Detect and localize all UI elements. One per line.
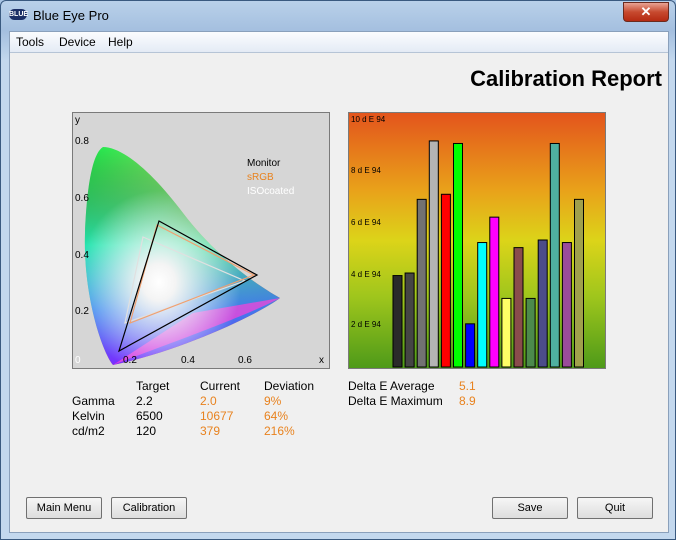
app-icon: BLUE [9,9,29,20]
x-tick: 0.4 [181,355,195,366]
header-deviation: Deviation [264,379,315,393]
row-deviation: 64% [264,409,289,423]
x-tick: 0.2 [123,355,137,366]
legend-isocoated: ISOcoated [247,186,295,197]
y-tick: 8 d E 94 [351,166,381,175]
window-title: Blue Eye Pro [33,8,109,23]
monitor-triangle [117,220,259,353]
menu-bar: Tools Device Help [10,32,668,53]
stat-label: Delta E Maximum [348,394,443,408]
stat-value: 8.9 [459,394,476,408]
y-tick: 0.8 [75,136,89,147]
row-label: Kelvin [72,409,105,423]
header-target: Target [136,379,170,393]
row-deviation: 216% [264,424,295,438]
delta-e-bar [549,142,560,368]
calibration-table: Target Current Deviation Gamma 2.2 2.0 9… [72,379,332,439]
delta-e-bar [525,297,536,368]
axis-x-label: x [319,355,324,366]
stat-value: 5.1 [459,379,476,393]
delta-e-bar [501,297,512,368]
delta-e-bar [574,198,584,368]
delta-e-bar [392,275,403,368]
row-deviation: 9% [264,394,282,408]
menu-help[interactable]: Help [108,35,133,49]
delta-e-svg [392,140,584,368]
delta-e-bar [561,242,572,368]
row-label: cd/m2 [72,424,105,438]
y-tick: 2 d E 94 [351,320,381,329]
y-tick: 6 d E 94 [351,218,381,227]
menu-tools[interactable]: Tools [16,35,45,49]
axis-origin-label: 0 [75,355,81,366]
gamut-svg [84,147,280,365]
delta-e-bar [453,142,463,368]
delta-e-bar [477,242,488,368]
row-current: 10677 [200,409,234,423]
delta-e-stats: Delta E Average 5.1 Delta E Maximum 8.9 [348,379,548,411]
row-target: 2.2 [136,394,153,408]
gamut-diagram: y x 0 0.8 0.6 0.4 0.2 0.2 0.4 0.6 Monito… [72,112,330,369]
main-menu-button[interactable]: Main Menu [26,497,102,519]
header-current: Current [200,379,241,393]
legend-srgb: sRGB [247,172,274,183]
x-tick: 0.6 [238,355,252,366]
row-target: 6500 [136,409,163,423]
delta-e-bar [416,198,427,368]
delta-e-bar [440,193,451,368]
row-label: Gamma [72,394,115,408]
delta-e-bar [428,140,439,368]
srgb-triangle [129,224,256,324]
axis-y-label: y [75,115,80,126]
save-button[interactable]: Save [492,497,568,519]
delta-e-bar [465,323,476,368]
delta-e-bar [513,247,524,368]
title-bar[interactable]: BLUE Blue Eye Pro ✕ [1,1,675,29]
row-target: 120 [136,424,157,438]
row-current: 2.0 [200,394,217,408]
legend-monitor: Monitor [247,158,281,169]
y-tick: 4 d E 94 [351,270,381,279]
y-tick: 10 d E 94 [351,115,386,124]
close-button[interactable]: ✕ [623,2,669,22]
calibration-button[interactable]: Calibration [111,497,187,519]
delta-e-bar [489,216,500,368]
quit-button[interactable]: Quit [577,497,653,519]
y-tick: 0.4 [75,250,89,261]
delta-e-bar [404,272,415,368]
delta-e-bar [537,239,548,368]
client-area: Tools Device Help Calibration Report [9,31,669,533]
stat-label: Delta E Average [348,379,435,393]
delta-e-chart: 10 d E 94 8 d E 94 6 d E 94 4 d E 94 2 d… [348,112,606,369]
y-tick: 0.2 [75,306,89,317]
menu-device[interactable]: Device [59,35,96,49]
report-title: Calibration Report [470,66,662,91]
y-tick: 0.6 [75,193,89,204]
row-current: 379 [200,424,221,438]
